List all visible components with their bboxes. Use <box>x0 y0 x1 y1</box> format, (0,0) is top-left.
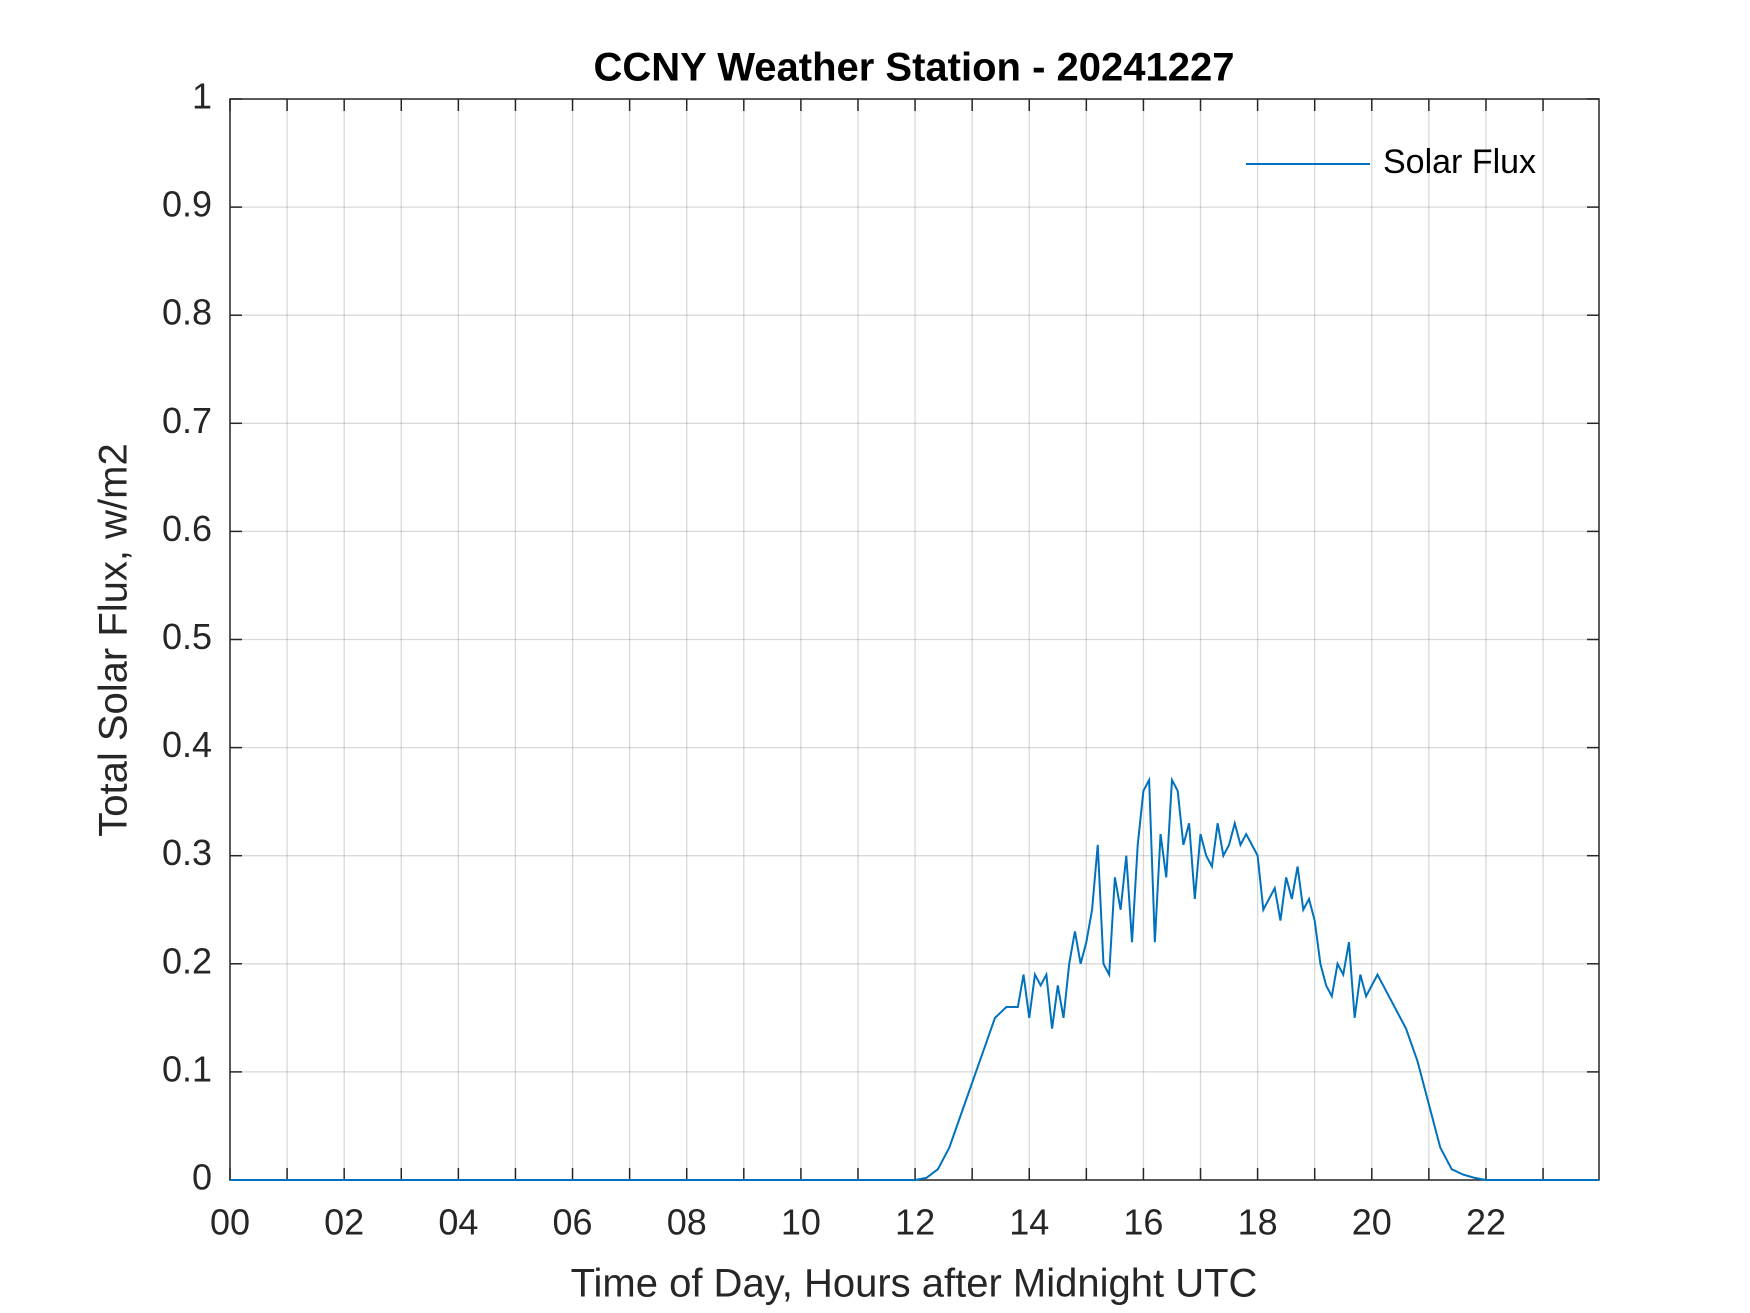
data-line <box>230 776 1599 1181</box>
chart-title: CCNY Weather Station - 20241227 <box>594 46 1235 90</box>
x-tick-label: 12 <box>895 1202 935 1243</box>
x-tick-label: 06 <box>553 1202 593 1243</box>
x-tick-label: 04 <box>438 1202 478 1243</box>
x-tick-label: 14 <box>1009 1202 1049 1243</box>
x-tick-label: 16 <box>1123 1202 1163 1243</box>
y-axis-label: Total Solar Flux, w/m2 <box>92 443 136 836</box>
x-tick-label: 02 <box>324 1202 364 1243</box>
y-tick-label: 0.6 <box>162 508 212 549</box>
y-tick-label: 0 <box>192 1157 212 1198</box>
y-tick-label: 1 <box>192 76 212 117</box>
x-tick-label: 00 <box>210 1202 250 1243</box>
y-tick-label: 0.3 <box>162 832 212 873</box>
x-tick-label: 22 <box>1466 1202 1506 1243</box>
y-tick-label: 0.9 <box>162 184 212 225</box>
legend-label: Solar Flux <box>1383 143 1536 181</box>
x-tick-label: 10 <box>781 1202 821 1243</box>
y-tick-label: 0.7 <box>162 400 212 441</box>
y-tick-label: 0.1 <box>162 1048 212 1089</box>
y-tick-label: 0.2 <box>162 940 212 981</box>
y-tick-label: 0.5 <box>162 616 212 657</box>
x-tick-label: 08 <box>667 1202 707 1243</box>
x-tick-label: 18 <box>1238 1202 1278 1243</box>
x-axis-label: Time of Day, Hours after Midnight UTC <box>571 1262 1258 1306</box>
x-tick-label: 20 <box>1352 1202 1392 1243</box>
y-tick-label: 0.8 <box>162 292 212 333</box>
y-tick-label: 0.4 <box>162 724 212 765</box>
